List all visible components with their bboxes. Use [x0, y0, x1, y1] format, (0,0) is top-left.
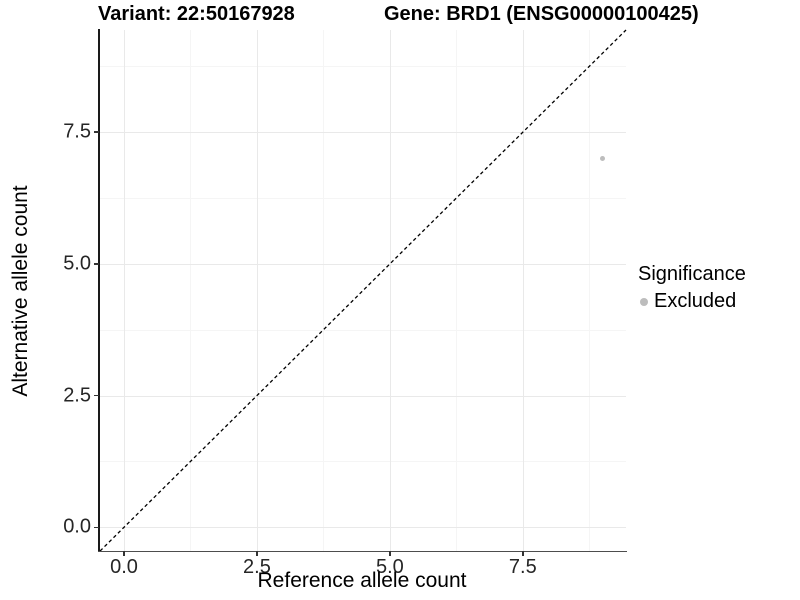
y-gridline-minor	[99, 329, 626, 331]
x-gridline-minor	[589, 30, 591, 551]
y-gridline-minor	[99, 66, 626, 68]
x-gridline-major	[123, 30, 125, 551]
y-tick-mark	[94, 263, 99, 265]
legend: Significance Excluded	[638, 263, 746, 313]
y-gridline-major	[99, 263, 626, 265]
x-tick-mark	[256, 551, 258, 556]
x-axis-line	[98, 550, 627, 553]
y-gridline-minor	[99, 198, 626, 200]
y-axis-title: Alternative allele count	[9, 185, 32, 397]
x-tick-mark	[123, 551, 125, 556]
x-tick-label: 2.5	[243, 556, 271, 578]
plot-title-gene: Gene: BRD1 (ENSG00000100425)	[384, 3, 699, 25]
x-gridline-major	[389, 30, 391, 551]
x-axis-title: Reference allele count	[257, 569, 467, 592]
legend-item-label: Excluded	[654, 290, 737, 312]
y-gridline-major	[99, 132, 626, 134]
y-axis-line	[98, 29, 100, 551]
y-tick-mark	[94, 131, 99, 133]
x-tick-label: 0.0	[110, 556, 138, 578]
x-gridline-minor	[456, 30, 458, 551]
y-tick-label: 5.0	[63, 252, 91, 275]
plot-title-variant: Variant: 22:50167928	[98, 3, 295, 25]
legend-item-excluded: Excluded	[638, 290, 746, 313]
y-gridline-major	[99, 395, 626, 397]
data-point	[600, 156, 606, 162]
x-tick-label: 7.5	[508, 556, 537, 578]
plot-panel	[99, 29, 627, 552]
x-tick-label: 5.0	[375, 556, 404, 578]
y-gridline-major	[99, 527, 626, 529]
y-tick-label: 0.0	[63, 515, 91, 538]
y-tick-label: 7.5	[63, 120, 91, 143]
y-tick-label: 2.5	[63, 384, 91, 407]
identity-line-layer	[99, 29, 627, 552]
x-gridline-major	[522, 30, 524, 551]
x-gridline-minor	[323, 30, 325, 551]
y-tick-mark	[94, 526, 99, 529]
x-gridline-major	[256, 30, 258, 551]
x-tick-mark	[389, 551, 391, 556]
x-gridline-minor	[190, 30, 192, 551]
x-tick-mark	[522, 551, 524, 556]
y-gridline-minor	[99, 461, 626, 463]
legend-title: Significance	[638, 263, 746, 285]
legend-key-dot-icon	[640, 297, 648, 306]
y-tick-mark	[94, 394, 99, 397]
identity-dashed-line	[99, 29, 627, 552]
